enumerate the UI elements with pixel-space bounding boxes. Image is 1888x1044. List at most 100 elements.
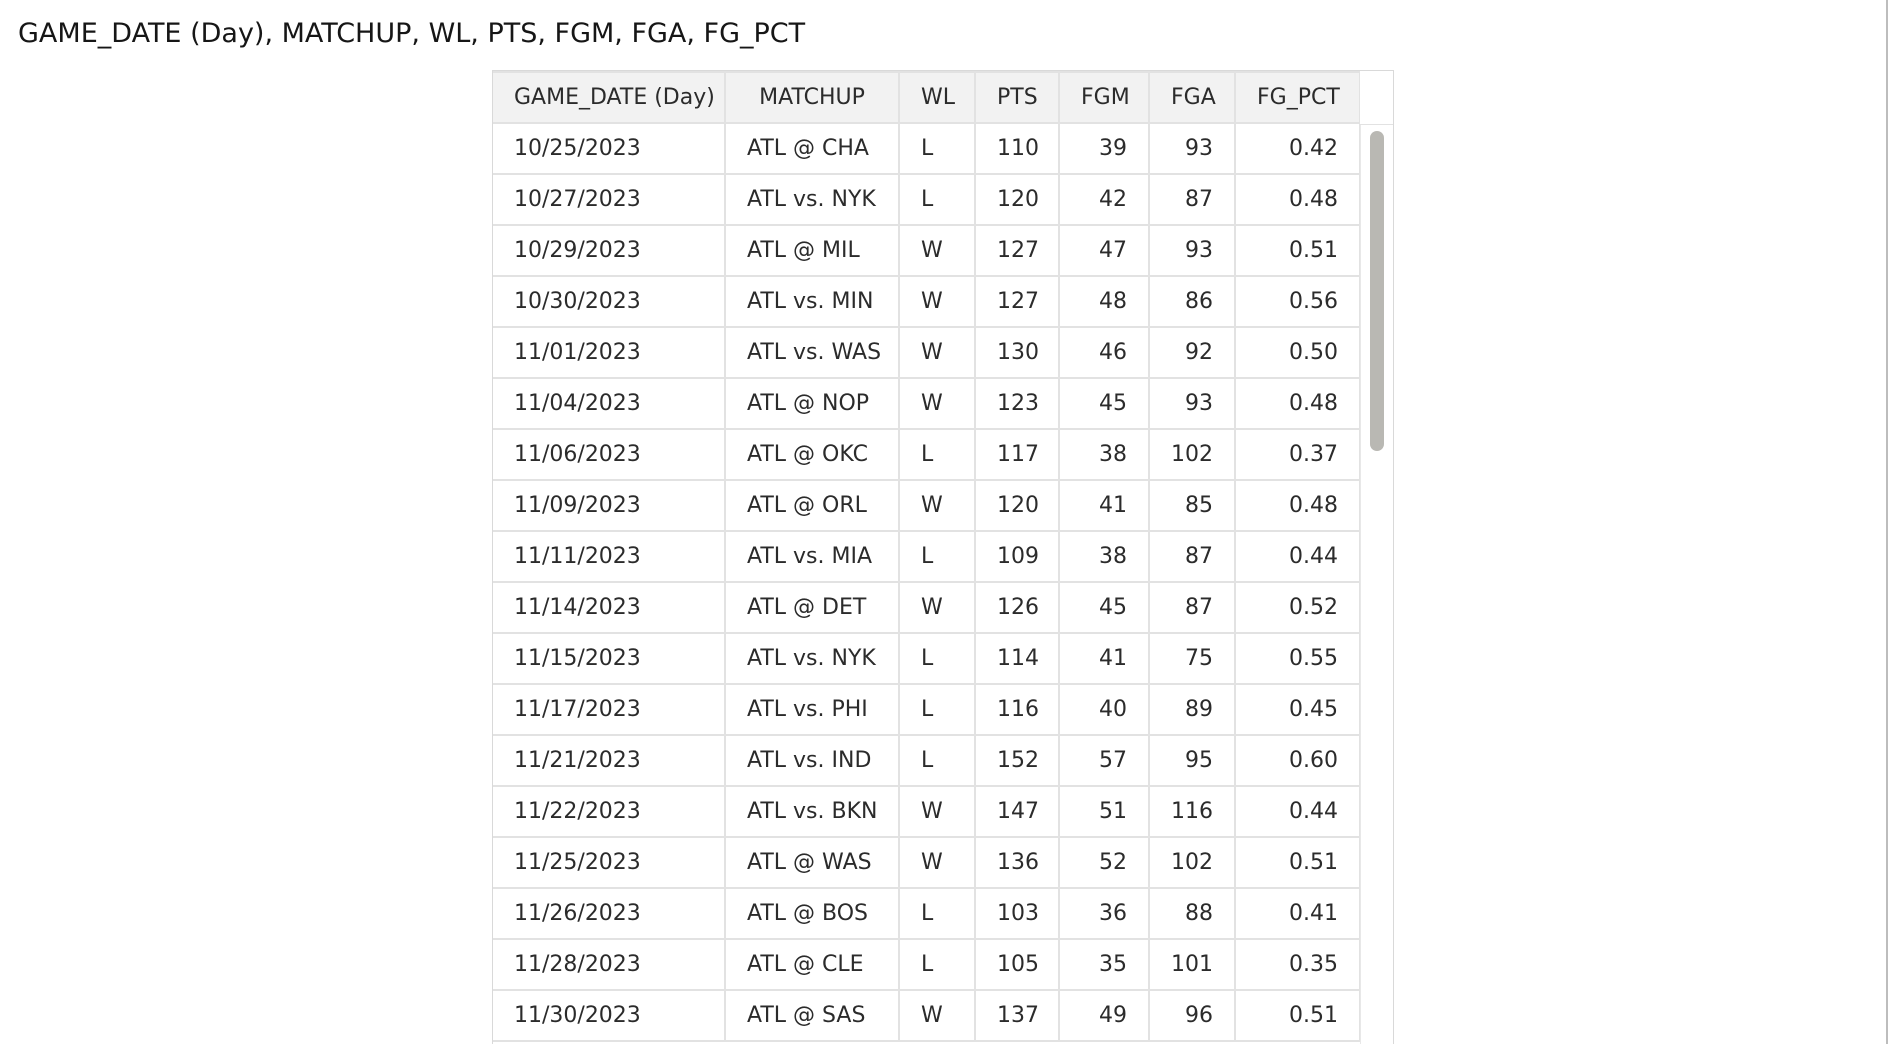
cell-wl[interactable]: W bbox=[899, 276, 976, 328]
vertical-scrollbar-thumb[interactable] bbox=[1370, 131, 1384, 451]
cell-matchup[interactable]: ATL vs. WAS bbox=[725, 327, 900, 379]
cell-pts[interactable]: 152 bbox=[975, 735, 1060, 787]
table-row[interactable]: 10/27/2023 ATL vs. NYK L 120 42 87 0.48 bbox=[493, 174, 1361, 226]
cell-fg-pct[interactable]: 0.50 bbox=[1235, 327, 1361, 379]
cell-wl[interactable]: L bbox=[899, 531, 976, 583]
cell-fgm[interactable]: 46 bbox=[1059, 327, 1150, 379]
cell-fg-pct[interactable]: 0.60 bbox=[1235, 735, 1361, 787]
cell-matchup[interactable]: ATL @ BOS bbox=[725, 888, 900, 940]
cell-fgm[interactable]: 41 bbox=[1059, 480, 1150, 532]
cell-game-date[interactable]: 11/22/2023 bbox=[493, 786, 726, 838]
cell-pts[interactable]: 126 bbox=[975, 582, 1060, 634]
cell-wl[interactable]: L bbox=[899, 888, 976, 940]
cell-matchup[interactable]: ATL vs. BKN bbox=[725, 786, 900, 838]
cell-pts[interactable]: 105 bbox=[975, 939, 1060, 991]
cell-game-date[interactable]: 11/04/2023 bbox=[493, 378, 726, 430]
cell-wl[interactable]: L bbox=[899, 735, 976, 787]
cell-fgm[interactable]: 36 bbox=[1059, 888, 1150, 940]
cell-pts[interactable]: 123 bbox=[975, 378, 1060, 430]
cell-wl[interactable]: W bbox=[899, 225, 976, 277]
cell-pts[interactable]: 114 bbox=[975, 633, 1060, 685]
cell-pts[interactable]: 110 bbox=[975, 123, 1060, 175]
cell-fg-pct[interactable]: 0.42 bbox=[1235, 123, 1361, 175]
cell-matchup[interactable]: ATL @ ORL bbox=[725, 480, 900, 532]
table-row[interactable]: 11/28/2023 ATL @ CLE L 105 35 101 0.35 bbox=[493, 939, 1361, 991]
cell-fga[interactable]: 116 bbox=[1149, 786, 1236, 838]
cell-fgm[interactable]: 42 bbox=[1059, 174, 1150, 226]
cell-game-date[interactable]: 11/28/2023 bbox=[493, 939, 726, 991]
column-header-pts[interactable]: PTS bbox=[975, 71, 1060, 124]
table-row[interactable]: 11/09/2023 ATL @ ORL W 120 41 85 0.48 bbox=[493, 480, 1361, 532]
cell-fgm[interactable]: 51 bbox=[1059, 786, 1150, 838]
cell-wl[interactable]: W bbox=[899, 837, 976, 889]
cell-fga[interactable]: 95 bbox=[1149, 735, 1236, 787]
cell-matchup[interactable]: ATL @ SAS bbox=[725, 990, 900, 1042]
table-row[interactable]: 11/25/2023 ATL @ WAS W 136 52 102 0.51 bbox=[493, 837, 1361, 889]
cell-wl[interactable]: W bbox=[899, 480, 976, 532]
cell-fg-pct[interactable]: 0.51 bbox=[1235, 837, 1361, 889]
column-header-fg-pct[interactable]: FG_PCT bbox=[1235, 71, 1361, 124]
cell-fg-pct[interactable]: 0.48 bbox=[1235, 174, 1361, 226]
table-row[interactable]: 11/01/2023 ATL vs. WAS W 130 46 92 0.50 bbox=[493, 327, 1361, 379]
cell-game-date[interactable]: 10/25/2023 bbox=[493, 123, 726, 175]
cell-fga[interactable]: 87 bbox=[1149, 174, 1236, 226]
cell-pts[interactable]: 147 bbox=[975, 786, 1060, 838]
cell-fgm[interactable]: 38 bbox=[1059, 429, 1150, 481]
cell-fga[interactable]: 87 bbox=[1149, 582, 1236, 634]
table-row[interactable]: 10/30/2023 ATL vs. MIN W 127 48 86 0.56 bbox=[493, 276, 1361, 328]
table-row[interactable]: 11/17/2023 ATL vs. PHI L 116 40 89 0.45 bbox=[493, 684, 1361, 736]
cell-matchup[interactable]: ATL vs. PHI bbox=[725, 684, 900, 736]
cell-pts[interactable]: 136 bbox=[975, 837, 1060, 889]
column-header-game-date[interactable]: GAME_DATE (Day) bbox=[493, 71, 726, 124]
cell-pts[interactable]: 103 bbox=[975, 888, 1060, 940]
cell-fga[interactable]: 96 bbox=[1149, 990, 1236, 1042]
cell-fga[interactable]: 75 bbox=[1149, 633, 1236, 685]
cell-pts[interactable]: 130 bbox=[975, 327, 1060, 379]
cell-wl[interactable]: L bbox=[899, 633, 976, 685]
cell-fg-pct[interactable]: 0.45 bbox=[1235, 684, 1361, 736]
table-row[interactable]: 11/11/2023 ATL vs. MIA L 109 38 87 0.44 bbox=[493, 531, 1361, 583]
cell-wl[interactable]: W bbox=[899, 378, 976, 430]
cell-fg-pct[interactable]: 0.48 bbox=[1235, 378, 1361, 430]
cell-fga[interactable]: 101 bbox=[1149, 939, 1236, 991]
cell-fg-pct[interactable]: 0.37 bbox=[1235, 429, 1361, 481]
table-row[interactable]: 11/30/2023 ATL @ SAS W 137 49 96 0.51 bbox=[493, 990, 1361, 1042]
cell-game-date[interactable]: 11/15/2023 bbox=[493, 633, 726, 685]
cell-fga[interactable]: 93 bbox=[1149, 123, 1236, 175]
cell-game-date[interactable]: 11/17/2023 bbox=[493, 684, 726, 736]
cell-game-date[interactable]: 11/21/2023 bbox=[493, 735, 726, 787]
cell-pts[interactable]: 120 bbox=[975, 480, 1060, 532]
cell-fg-pct[interactable]: 0.55 bbox=[1235, 633, 1361, 685]
cell-fgm[interactable]: 45 bbox=[1059, 378, 1150, 430]
cell-game-date[interactable]: 11/09/2023 bbox=[493, 480, 726, 532]
cell-matchup[interactable]: ATL vs. NYK bbox=[725, 174, 900, 226]
cell-wl[interactable]: L bbox=[899, 939, 976, 991]
cell-pts[interactable]: 120 bbox=[975, 174, 1060, 226]
column-header-matchup[interactable]: MATCHUP bbox=[725, 71, 900, 124]
cell-game-date[interactable]: 11/06/2023 bbox=[493, 429, 726, 481]
cell-matchup[interactable]: ATL @ DET bbox=[725, 582, 900, 634]
cell-matchup[interactable]: ATL vs. NYK bbox=[725, 633, 900, 685]
cell-fga[interactable]: 93 bbox=[1149, 225, 1236, 277]
cell-wl[interactable]: W bbox=[899, 582, 976, 634]
column-header-wl[interactable]: WL bbox=[899, 71, 976, 124]
cell-fg-pct[interactable]: 0.41 bbox=[1235, 888, 1361, 940]
cell-fgm[interactable]: 57 bbox=[1059, 735, 1150, 787]
table-row[interactable]: 11/14/2023 ATL @ DET W 126 45 87 0.52 bbox=[493, 582, 1361, 634]
cell-fg-pct[interactable]: 0.56 bbox=[1235, 276, 1361, 328]
table-row[interactable]: 11/04/2023 ATL @ NOP W 123 45 93 0.48 bbox=[493, 378, 1361, 430]
cell-pts[interactable]: 117 bbox=[975, 429, 1060, 481]
cell-wl[interactable]: L bbox=[899, 123, 976, 175]
cell-fg-pct[interactable]: 0.44 bbox=[1235, 786, 1361, 838]
cell-pts[interactable]: 127 bbox=[975, 225, 1060, 277]
cell-fg-pct[interactable]: 0.51 bbox=[1235, 225, 1361, 277]
cell-fgm[interactable]: 40 bbox=[1059, 684, 1150, 736]
cell-wl[interactable]: W bbox=[899, 990, 976, 1042]
cell-fg-pct[interactable]: 0.35 bbox=[1235, 939, 1361, 991]
cell-matchup[interactable]: ATL @ MIL bbox=[725, 225, 900, 277]
cell-game-date[interactable]: 11/14/2023 bbox=[493, 582, 726, 634]
cell-wl[interactable]: L bbox=[899, 429, 976, 481]
cell-game-date[interactable]: 11/25/2023 bbox=[493, 837, 726, 889]
table-row[interactable]: 11/06/2023 ATL @ OKC L 117 38 102 0.37 bbox=[493, 429, 1361, 481]
cell-fga[interactable]: 87 bbox=[1149, 531, 1236, 583]
